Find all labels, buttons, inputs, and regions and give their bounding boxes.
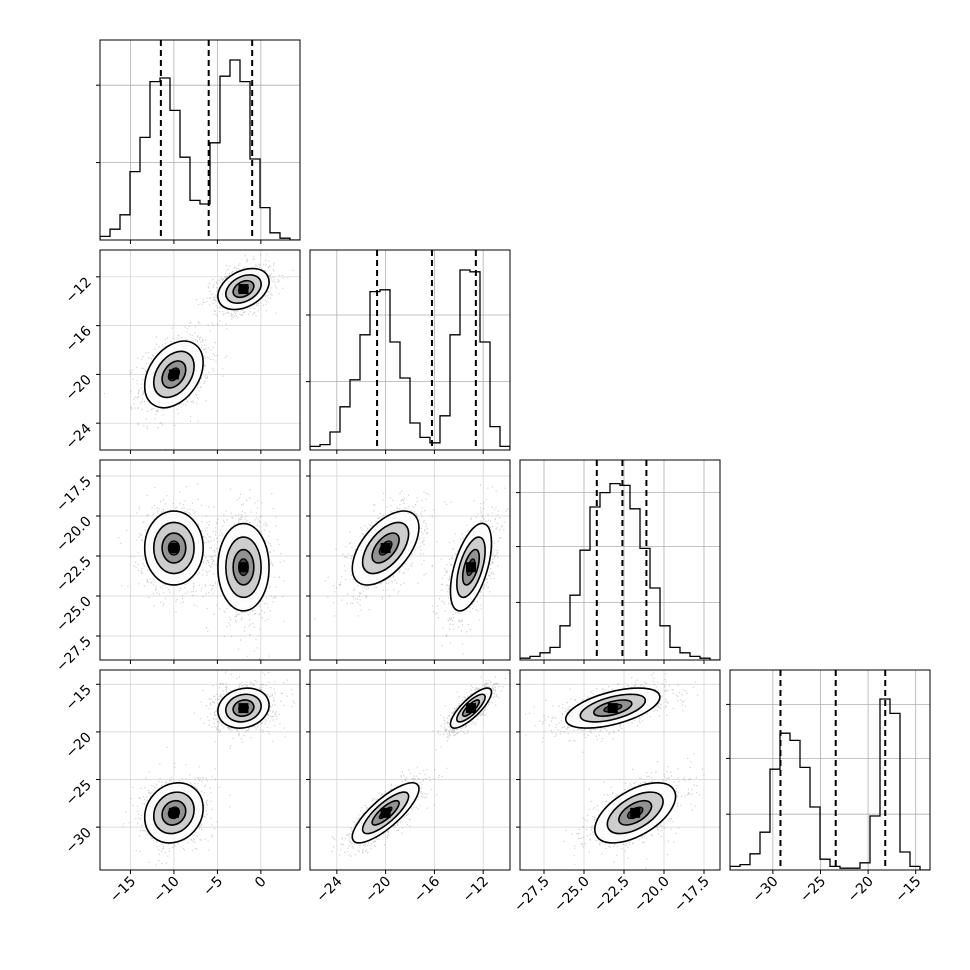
y-tick-label: −25 <box>63 777 95 809</box>
x-tick-label: 0 <box>252 874 270 892</box>
y-tick-label: −27.5 <box>53 634 95 676</box>
panel-2-2 <box>516 459 721 664</box>
x-tick-label: −12 <box>460 874 492 906</box>
y-tick-label: −12 <box>63 274 95 306</box>
histogram-steps-2 <box>520 482 720 660</box>
x-tick-label: −20 <box>845 874 877 906</box>
y-tick-label: −20 <box>63 729 95 761</box>
y-tick-label: −16 <box>63 323 95 355</box>
panel-content <box>730 670 930 870</box>
density-peak <box>238 562 249 573</box>
panel-frame <box>99 459 301 661</box>
panel-content <box>100 40 300 240</box>
x-tick-label: −20.0 <box>631 874 673 916</box>
panel-frame <box>519 459 721 661</box>
y-tick-label: −30 <box>63 825 95 857</box>
density-peak <box>380 807 391 818</box>
panel-1-1 <box>306 249 511 454</box>
y-tick-label: −20.0 <box>53 514 95 556</box>
x-tick-label: −22.5 <box>591 874 633 916</box>
density-peak <box>607 703 618 714</box>
density-peak <box>630 807 641 818</box>
panel-2-0 <box>96 459 301 664</box>
panel-content <box>310 670 510 870</box>
panel-0-0 <box>96 39 301 244</box>
x-tick-label: −16 <box>411 873 443 905</box>
x-tick-label: −25.0 <box>551 874 593 916</box>
panels-layer: −15 −10 −5 0 −24 −20 −16 −12 −27.5−25.0−22.5−20.… <box>53 39 931 916</box>
panel-frame <box>519 669 721 871</box>
panel-content <box>100 250 300 450</box>
panel-frame <box>309 459 511 661</box>
density-peak <box>168 543 179 553</box>
x-tick-label: −17.5 <box>671 874 713 916</box>
x-tick-label: −24 <box>313 873 345 905</box>
panel-3-3 <box>726 669 931 874</box>
panel-content <box>520 460 720 660</box>
density-peak <box>168 369 179 380</box>
density-peak <box>465 703 476 714</box>
density-peak <box>168 807 179 818</box>
panel-frame <box>309 669 511 871</box>
panel-content <box>310 460 510 660</box>
panel-frame <box>729 669 931 871</box>
panel-frame <box>99 249 301 451</box>
panel-2-1 <box>306 459 511 664</box>
density-peak <box>465 562 476 573</box>
panel-1-0 <box>96 249 301 454</box>
x-tick-label: −27.5 <box>511 874 553 916</box>
panel-3-0 <box>96 669 301 874</box>
panel-3-1 <box>306 669 511 874</box>
panel-content <box>520 670 720 870</box>
panel-content <box>100 460 300 660</box>
panel-3-2 <box>516 669 721 874</box>
panel-frame <box>309 249 511 451</box>
panel-frame <box>99 39 301 241</box>
panel-content <box>100 670 300 870</box>
panel-frame <box>99 669 301 871</box>
x-tick-label: −15 <box>107 874 139 906</box>
x-tick-label: −10 <box>151 874 183 906</box>
density-peak <box>238 284 249 295</box>
x-tick-label: −25 <box>797 874 829 906</box>
y-tick-label: −22.5 <box>53 554 95 596</box>
x-tick-label: −5 <box>200 874 226 900</box>
x-tick-label: −30 <box>749 874 781 906</box>
panel-content <box>310 250 510 450</box>
y-tick-label: −24 <box>63 421 95 453</box>
y-tick-label: −17.5 <box>53 474 95 516</box>
histogram-steps-3 <box>730 698 930 870</box>
density-peak <box>238 703 249 714</box>
y-tick-label: −25.0 <box>53 594 95 636</box>
x-tick-label: −15 <box>892 874 924 906</box>
histogram-steps-1 <box>310 269 510 450</box>
y-tick-label: −20 <box>63 372 95 404</box>
histogram-steps-0 <box>100 59 300 240</box>
x-tick-label: −20 <box>362 874 394 906</box>
y-tick-label: −15 <box>63 682 95 714</box>
scatter-points <box>122 670 295 870</box>
density-peak <box>380 543 391 553</box>
